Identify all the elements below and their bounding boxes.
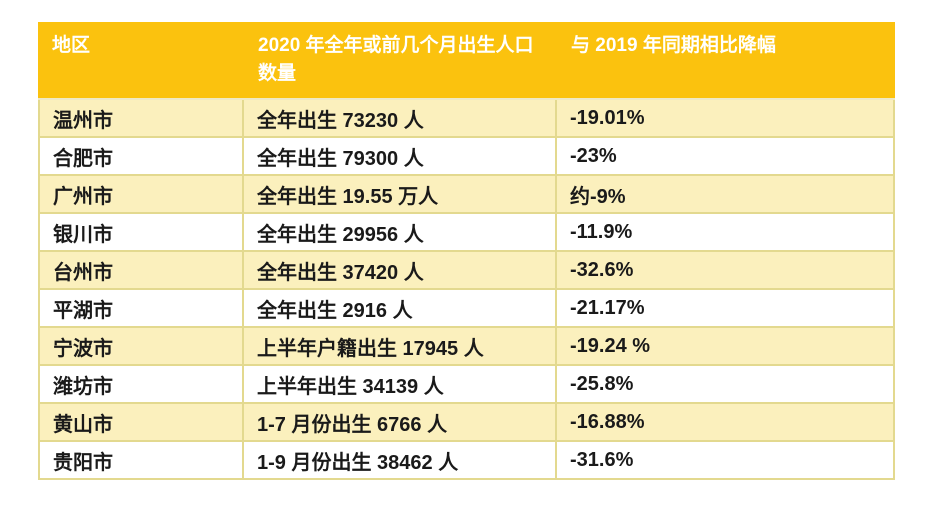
decline-cell: -31.6% — [557, 442, 895, 480]
births-cell: 1-7 月份出生 6766 人 — [244, 404, 557, 442]
decline-cell: -19.24 % — [557, 328, 895, 366]
region-cell: 合肥市 — [38, 138, 244, 176]
births-cell: 全年出生 73230 人 — [244, 100, 557, 138]
header-cell-decline: 与 2019 年同期相比降幅 — [557, 22, 895, 100]
decline-cell: -32.6% — [557, 252, 895, 290]
header-cell-region: 地区 — [38, 22, 244, 100]
table-row: 广州市 全年出生 19.55 万人 约-9% — [38, 176, 895, 214]
decline-cell: -11.9% — [557, 214, 895, 252]
table-row: 黄山市 1-7 月份出生 6766 人 -16.88% — [38, 404, 895, 442]
region-cell: 宁波市 — [38, 328, 244, 366]
region-cell: 贵阳市 — [38, 442, 244, 480]
births-cell: 上半年户籍出生 17945 人 — [244, 328, 557, 366]
table-body: 温州市 全年出生 73230 人 -19.01% 合肥市 全年出生 79300 … — [38, 100, 895, 480]
table-row: 平湖市 全年出生 2916 人 -21.17% — [38, 290, 895, 328]
decline-cell: -23% — [557, 138, 895, 176]
births-cell: 全年出生 29956 人 — [244, 214, 557, 252]
decline-cell: 约-9% — [557, 176, 895, 214]
region-cell: 台州市 — [38, 252, 244, 290]
births-cell: 1-9 月份出生 38462 人 — [244, 442, 557, 480]
table-row: 台州市 全年出生 37420 人 -32.6% — [38, 252, 895, 290]
table-row: 温州市 全年出生 73230 人 -19.01% — [38, 100, 895, 138]
decline-cell: -21.17% — [557, 290, 895, 328]
decline-cell: -16.88% — [557, 404, 895, 442]
table-row: 宁波市 上半年户籍出生 17945 人 -19.24 % — [38, 328, 895, 366]
births-cell: 全年出生 37420 人 — [244, 252, 557, 290]
birth-data-table: 地区 2020 年全年或前几个月出生人口数量 与 2019 年同期相比降幅 温州… — [38, 22, 895, 480]
region-cell: 广州市 — [38, 176, 244, 214]
region-cell: 银川市 — [38, 214, 244, 252]
births-cell: 全年出生 2916 人 — [244, 290, 557, 328]
decline-cell: -25.8% — [557, 366, 895, 404]
table-row: 银川市 全年出生 29956 人 -11.9% — [38, 214, 895, 252]
births-cell: 全年出生 19.55 万人 — [244, 176, 557, 214]
table-row: 贵阳市 1-9 月份出生 38462 人 -31.6% — [38, 442, 895, 480]
region-cell: 温州市 — [38, 100, 244, 138]
table-row: 潍坊市 上半年出生 34139 人 -25.8% — [38, 366, 895, 404]
header-row: 地区 2020 年全年或前几个月出生人口数量 与 2019 年同期相比降幅 — [38, 22, 895, 100]
region-cell: 平湖市 — [38, 290, 244, 328]
table-row: 合肥市 全年出生 79300 人 -23% — [38, 138, 895, 176]
decline-cell: -19.01% — [557, 100, 895, 138]
region-cell: 黄山市 — [38, 404, 244, 442]
header-cell-births: 2020 年全年或前几个月出生人口数量 — [244, 22, 557, 100]
births-cell: 全年出生 79300 人 — [244, 138, 557, 176]
birth-data-table-container: 地区 2020 年全年或前几个月出生人口数量 与 2019 年同期相比降幅 温州… — [38, 22, 895, 480]
table-header: 地区 2020 年全年或前几个月出生人口数量 与 2019 年同期相比降幅 — [38, 22, 895, 100]
births-cell: 上半年出生 34139 人 — [244, 366, 557, 404]
region-cell: 潍坊市 — [38, 366, 244, 404]
